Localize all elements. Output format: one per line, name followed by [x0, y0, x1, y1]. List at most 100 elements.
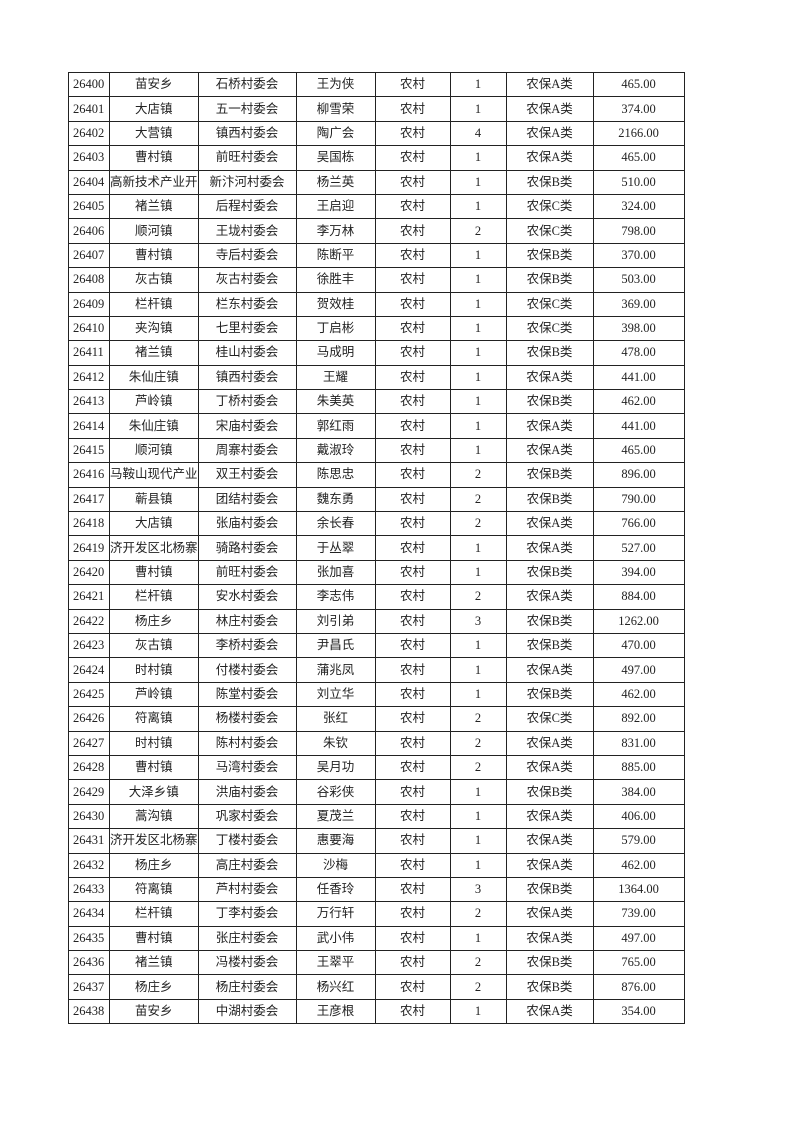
household-count-cell: 1	[449, 681, 507, 708]
area-type-cell: 农村	[374, 535, 451, 561]
town-cell: 褚兰镇	[109, 193, 199, 220]
area-type-cell: 农村	[374, 657, 451, 683]
person-name-cell: 贺效桂	[295, 291, 376, 317]
amount-cell: 503.00	[592, 267, 685, 293]
town-cell: 马鞍山现代产业	[109, 462, 199, 488]
insurance-category-cell: 农保A类	[505, 657, 594, 683]
person-name-cell: 郭红雨	[295, 413, 376, 439]
table-row: 26416 马鞍山现代产业 双王村委会 陈思忠 农村 2 农保B类 896.00	[68, 462, 685, 488]
table-row: 26428 曹村镇 马湾村委会 吴月功 农村 2 农保A类 885.00	[68, 754, 685, 781]
amount-cell: 369.00	[592, 291, 685, 317]
insurance-category-cell: 农保B类	[505, 169, 594, 195]
household-count-cell: 3	[449, 876, 507, 903]
person-name-cell: 王为侠	[295, 71, 376, 98]
record-id-cell: 26400	[68, 71, 110, 98]
person-name-cell: 任香玲	[295, 876, 376, 903]
table-row: 26435 曹村镇 张庄村委会 武小伟 农村 1 农保A类 497.00	[68, 925, 685, 952]
record-id-cell: 26410	[68, 315, 110, 342]
table-row: 26401 大店镇 五一村委会 柳雪荣 农村 1 农保A类 374.00	[68, 96, 685, 122]
person-name-cell: 李万林	[295, 218, 376, 244]
table-row: 26424 时村镇 付楼村委会 蒲兆凤 农村 1 农保A类 497.00	[68, 657, 685, 683]
record-id-cell: 26419	[68, 535, 110, 561]
household-count-cell: 1	[449, 267, 507, 293]
household-count-cell: 1	[449, 852, 507, 878]
record-id-cell: 26422	[68, 608, 110, 634]
area-type-cell: 农村	[374, 998, 451, 1025]
town-cell: 大店镇	[109, 511, 199, 537]
village-committee-cell: 双王村委会	[197, 462, 297, 488]
insurance-category-cell: 农保A类	[505, 413, 594, 439]
town-cell: 栏杆镇	[109, 291, 199, 317]
table-row: 26407 曹村镇 寺后村委会 陈断平 农村 1 农保B类 370.00	[68, 242, 685, 269]
village-committee-cell: 新汴河村委会	[197, 169, 297, 195]
village-committee-cell: 中湖村委会	[197, 998, 297, 1025]
area-type-cell: 农村	[374, 925, 451, 952]
town-cell: 曹村镇	[109, 925, 199, 952]
person-name-cell: 魏东勇	[295, 486, 376, 513]
person-name-cell: 徐胜丰	[295, 267, 376, 293]
record-id-cell: 26436	[68, 950, 110, 976]
area-type-cell: 农村	[374, 71, 451, 98]
insurance-category-cell: 农保A类	[505, 803, 594, 830]
village-committee-cell: 陈堂村委会	[197, 681, 297, 708]
person-name-cell: 张加喜	[295, 559, 376, 586]
table-row: 26404 高新技术产业开 新汴河村委会 杨兰英 农村 1 农保B类 510.00	[68, 169, 685, 195]
record-id-cell: 26412	[68, 364, 110, 391]
town-cell: 苗安乡	[109, 998, 199, 1025]
person-name-cell: 谷彩侠	[295, 779, 376, 805]
person-name-cell: 陈思忠	[295, 462, 376, 488]
insurance-category-cell: 农保C类	[505, 706, 594, 732]
person-name-cell: 马成明	[295, 340, 376, 366]
village-committee-cell: 寺后村委会	[197, 242, 297, 269]
village-committee-cell: 高庄村委会	[197, 852, 297, 878]
household-count-cell: 1	[449, 71, 507, 98]
area-type-cell: 农村	[374, 340, 451, 366]
person-name-cell: 李志伟	[295, 584, 376, 610]
town-text: 高新技术产业开	[109, 174, 198, 189]
town-cell: 大店镇	[109, 96, 199, 122]
person-name-cell: 王启迎	[295, 193, 376, 220]
record-id-cell: 26415	[68, 437, 110, 464]
town-cell: 符离镇	[109, 706, 199, 732]
record-id-cell: 26416	[68, 462, 110, 488]
record-id-cell: 26411	[68, 340, 110, 366]
amount-cell: 831.00	[592, 730, 685, 756]
person-name-cell: 陶广会	[295, 120, 376, 147]
table-row: 26429 大泽乡镇 洪庙村委会 谷彩侠 农村 1 农保B类 384.00	[68, 779, 685, 805]
insurance-category-cell: 农保C类	[505, 218, 594, 244]
table-row: 26434 栏杆镇 丁李村委会 万行轩 农村 2 农保A类 739.00	[68, 901, 685, 927]
town-cell: 时村镇	[109, 730, 199, 756]
amount-cell: 462.00	[592, 389, 685, 415]
insurance-category-cell: 农保B类	[505, 340, 594, 366]
amount-cell: 370.00	[592, 242, 685, 269]
table-row: 26431 济开发区北杨寨 丁楼村委会 惠要海 农村 1 农保A类 579.00	[68, 828, 685, 854]
village-committee-cell: 杨楼村委会	[197, 706, 297, 732]
amount-cell: 478.00	[592, 340, 685, 366]
village-committee-cell: 李桥村委会	[197, 632, 297, 659]
insurance-category-cell: 农保A类	[505, 437, 594, 464]
person-name-cell: 朱钦	[295, 730, 376, 756]
area-type-cell: 农村	[374, 413, 451, 439]
insurance-category-cell: 农保B类	[505, 389, 594, 415]
insurance-category-cell: 农保A类	[505, 925, 594, 952]
town-cell: 曹村镇	[109, 242, 199, 269]
record-id-cell: 26407	[68, 242, 110, 269]
town-cell: 褚兰镇	[109, 340, 199, 366]
table-row: 26415 顺河镇 周寨村委会 戴淑玲 农村 1 农保A类 465.00	[68, 437, 685, 464]
area-type-cell: 农村	[374, 267, 451, 293]
person-name-cell: 万行轩	[295, 901, 376, 927]
household-count-cell: 2	[449, 462, 507, 488]
insurance-category-cell: 农保A类	[505, 120, 594, 147]
household-count-cell: 1	[449, 632, 507, 659]
village-committee-cell: 桂山村委会	[197, 340, 297, 366]
amount-cell: 497.00	[592, 657, 685, 683]
village-committee-cell: 丁楼村委会	[197, 828, 297, 854]
amount-cell: 374.00	[592, 96, 685, 122]
town-cell: 杨庄乡	[109, 852, 199, 878]
household-count-cell: 2	[449, 950, 507, 976]
household-count-cell: 2	[449, 901, 507, 927]
area-type-cell: 农村	[374, 511, 451, 537]
amount-cell: 876.00	[592, 974, 685, 1000]
town-cell: 曹村镇	[109, 559, 199, 586]
town-cell: 芦岭镇	[109, 681, 199, 708]
